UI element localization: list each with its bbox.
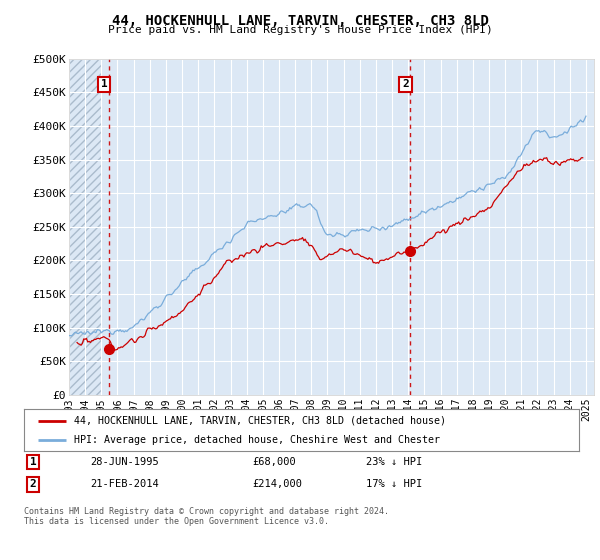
Text: Price paid vs. HM Land Registry's House Price Index (HPI): Price paid vs. HM Land Registry's House … <box>107 25 493 35</box>
Text: 1: 1 <box>101 80 107 90</box>
Text: 44, HOCKENHULL LANE, TARVIN, CHESTER, CH3 8LD (detached house): 44, HOCKENHULL LANE, TARVIN, CHESTER, CH… <box>74 416 446 426</box>
Text: 21-FEB-2014: 21-FEB-2014 <box>90 479 159 489</box>
Text: £68,000: £68,000 <box>252 457 296 467</box>
Text: HPI: Average price, detached house, Cheshire West and Chester: HPI: Average price, detached house, Ches… <box>74 435 440 445</box>
Text: 23% ↓ HPI: 23% ↓ HPI <box>366 457 422 467</box>
Text: Contains HM Land Registry data © Crown copyright and database right 2024.
This d: Contains HM Land Registry data © Crown c… <box>24 507 389 526</box>
Text: 2: 2 <box>29 479 37 489</box>
Text: 2: 2 <box>402 80 409 90</box>
Text: 44, HOCKENHULL LANE, TARVIN, CHESTER, CH3 8LD: 44, HOCKENHULL LANE, TARVIN, CHESTER, CH… <box>112 14 488 28</box>
Text: 17% ↓ HPI: 17% ↓ HPI <box>366 479 422 489</box>
Text: £214,000: £214,000 <box>252 479 302 489</box>
Text: 1: 1 <box>29 457 37 467</box>
Text: 28-JUN-1995: 28-JUN-1995 <box>90 457 159 467</box>
